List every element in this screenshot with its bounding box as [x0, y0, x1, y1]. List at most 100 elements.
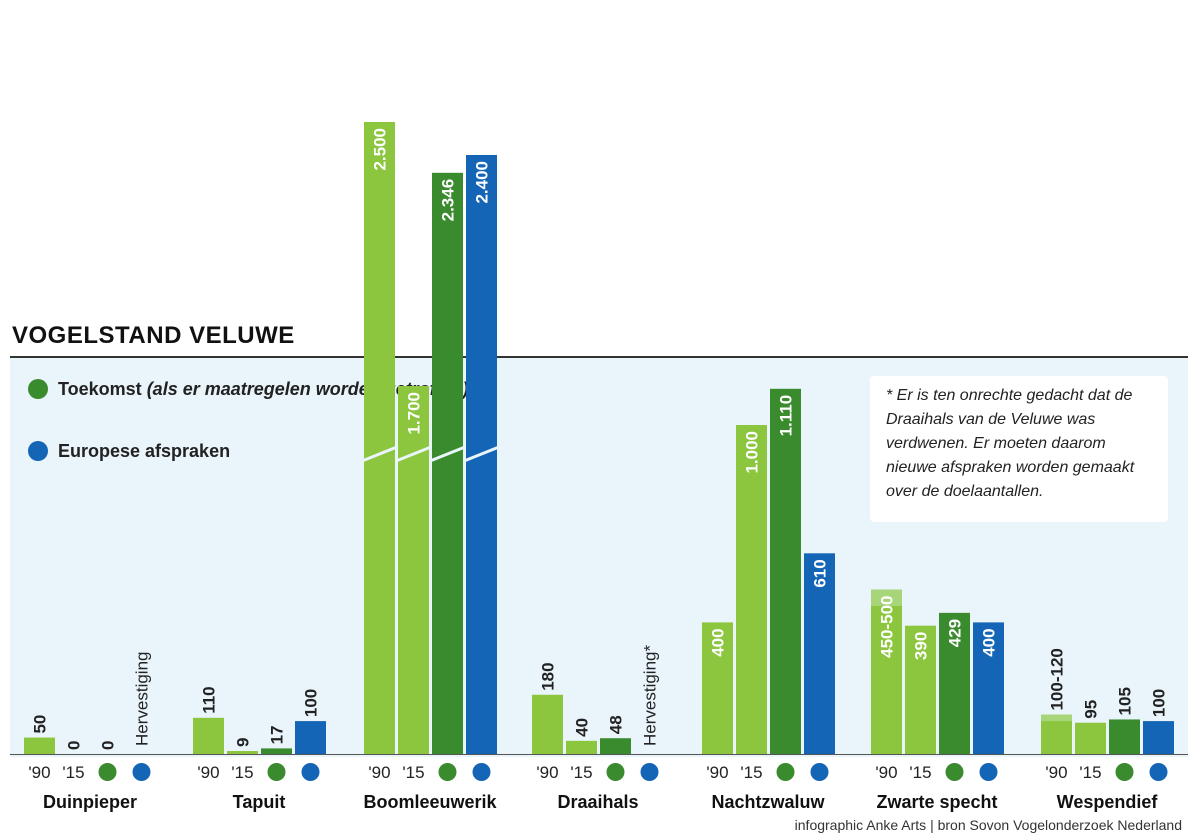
data-label: 17	[268, 725, 287, 744]
bar	[1143, 721, 1174, 754]
data-label: 100-120	[1048, 648, 1067, 710]
bar-range-cap	[871, 589, 902, 606]
x-tick-label: '15	[62, 763, 84, 782]
data-label: 40	[573, 718, 592, 737]
x-tick-label: '15	[740, 763, 762, 782]
x-tick-label: '90	[368, 763, 390, 782]
legend-swatch-europees	[28, 441, 48, 461]
category-label: Duinpieper	[43, 792, 137, 812]
europees-dot-icon	[472, 763, 491, 781]
europees-dot-icon	[132, 763, 151, 781]
data-label: 105	[1116, 687, 1135, 715]
x-tick-label: '15	[909, 763, 931, 782]
data-label: 0	[65, 741, 84, 750]
bar	[939, 612, 970, 754]
bar	[973, 622, 1004, 754]
x-tick-label: '90	[28, 763, 50, 782]
bar	[1075, 722, 1106, 754]
data-label: 390	[912, 632, 931, 660]
data-label: 429	[946, 619, 965, 647]
x-tick-label: '90	[1045, 763, 1067, 782]
bar	[600, 738, 631, 754]
bar	[736, 425, 767, 754]
toekomst-dot-icon	[267, 763, 286, 781]
europees-dot-icon	[301, 763, 320, 781]
data-label: 9	[234, 738, 253, 747]
category-label: Boomleeuwerik	[363, 792, 497, 812]
axis-break-mark	[361, 445, 398, 463]
x-tick-label: '15	[1079, 763, 1101, 782]
bar	[432, 172, 463, 754]
credit-line: infographic Anke Arts | bron Sovon Vogel…	[794, 817, 1182, 833]
data-label: 95	[1082, 700, 1101, 719]
bar	[804, 553, 835, 754]
category-label: Nachtzwaluw	[711, 792, 825, 812]
toekomst-dot-icon	[1115, 763, 1134, 781]
x-tick-label: '15	[231, 763, 253, 782]
europees-dot-icon	[640, 763, 659, 781]
bar	[770, 388, 801, 754]
data-label: Hervestiging*	[641, 645, 660, 746]
bar	[905, 625, 936, 754]
chart-title: VOGELSTAND VELUWE	[12, 322, 295, 349]
toekomst-dot-icon	[606, 763, 625, 781]
toekomst-dot-icon	[98, 763, 117, 781]
bar	[566, 740, 597, 754]
europees-dot-icon	[810, 763, 829, 781]
data-label: 50	[31, 715, 50, 734]
data-label: 2.400	[473, 161, 492, 204]
data-label: 110	[200, 686, 219, 713]
x-tick-label: '15	[402, 763, 424, 782]
data-label: 450-500	[878, 596, 897, 658]
data-label: 180	[539, 662, 558, 690]
x-tick-label: '90	[536, 763, 558, 782]
category-label: Tapuit	[233, 792, 286, 812]
europees-dot-icon	[979, 763, 998, 781]
bar	[295, 721, 326, 754]
toekomst-dot-icon	[945, 763, 964, 781]
legend-swatch-toekomst	[28, 379, 48, 399]
x-tick-label: '90	[875, 763, 897, 782]
data-label: 400	[709, 628, 728, 656]
bar	[227, 751, 258, 754]
data-label: 2.500	[371, 128, 390, 171]
footnote-box: * Er is ten onrechte gedacht dat de Draa…	[870, 376, 1168, 522]
data-label: 0	[99, 741, 118, 750]
data-label: 2.346	[439, 179, 458, 222]
legend-item-europees: Europese afspraken	[28, 440, 230, 463]
x-tick-label: '15	[570, 763, 592, 782]
bar	[702, 622, 733, 754]
toekomst-dot-icon	[776, 763, 795, 781]
bar	[24, 737, 55, 754]
data-label: 100	[1150, 689, 1169, 717]
category-label: Wespendief	[1057, 792, 1159, 812]
bar	[871, 589, 902, 754]
category-label: Zwarte specht	[876, 792, 997, 812]
axis-break-mark	[463, 445, 500, 463]
bar	[193, 717, 224, 754]
bar	[1109, 719, 1140, 754]
data-label: 100	[302, 689, 321, 717]
title-rule	[10, 356, 1188, 358]
data-label: 1.110	[777, 395, 796, 437]
axis-break-mark	[429, 445, 466, 463]
data-label: 1.700	[405, 392, 424, 435]
data-label: 48	[607, 715, 626, 734]
europees-dot-icon	[1149, 763, 1168, 781]
toekomst-dot-icon	[438, 763, 457, 781]
data-label: 1.000	[743, 431, 762, 474]
axis-break-mark	[395, 445, 432, 463]
bar	[532, 694, 563, 754]
bar	[364, 122, 395, 754]
category-label: Draaihals	[557, 792, 638, 812]
x-tick-label: '90	[197, 763, 219, 782]
data-label: 610	[811, 559, 830, 587]
bar	[261, 748, 292, 754]
x-tick-label: '90	[706, 763, 728, 782]
bar	[398, 386, 429, 754]
bar-range-cap	[1041, 714, 1072, 722]
data-label: Hervestiging	[133, 652, 152, 747]
legend-label-europees: Europese afspraken	[58, 441, 231, 461]
data-label: 400	[980, 628, 999, 656]
